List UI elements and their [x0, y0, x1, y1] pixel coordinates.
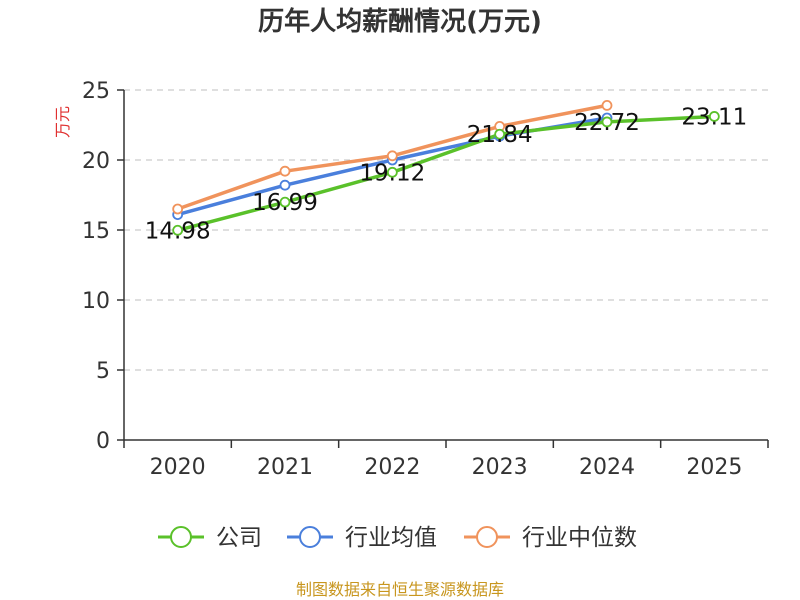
- data-label: 19.12: [359, 160, 425, 186]
- data-point: [279, 165, 291, 177]
- x-tick-label: 2021: [257, 455, 313, 480]
- x-tick-label: 2025: [686, 455, 742, 480]
- x-tick-label: 2024: [579, 455, 635, 480]
- legend-item[interactable]: 行业均值: [287, 525, 437, 551]
- y-axis-label: 万元: [53, 106, 72, 138]
- data-labels: 14.98 16.99 19.12 21.84 22.72 23.11: [145, 104, 748, 244]
- y-tick-label: 20: [82, 149, 110, 174]
- data-point: [601, 116, 613, 128]
- data-label: 23.11: [681, 104, 747, 130]
- data-point: [386, 150, 398, 162]
- y-tick-label: 5: [96, 359, 110, 384]
- data-label: 22.72: [574, 110, 640, 136]
- x-tick-label: 2020: [150, 455, 206, 480]
- x-tick-label: 2023: [472, 455, 528, 480]
- y-tick-label: 0: [96, 429, 110, 454]
- data-label: 16.99: [252, 190, 318, 216]
- data-label: 21.84: [467, 122, 533, 148]
- legend-label: 行业中位数: [522, 525, 637, 551]
- x-tick-labels: 2020 2021 2022 2023 2024 2025: [150, 455, 743, 480]
- data-point: [386, 166, 398, 178]
- y-tick-label: 10: [82, 289, 110, 314]
- legend[interactable]: 公司 行业均值 行业中位数: [158, 525, 637, 551]
- chart-title: 历年人均薪酬情况(万元): [258, 6, 542, 37]
- data-point: [601, 100, 613, 111]
- legend-label: 行业均值: [345, 525, 437, 551]
- data-label: 14.98: [145, 218, 211, 244]
- y-tick-label: 25: [82, 79, 110, 104]
- data-point: [279, 196, 291, 208]
- data-point: [172, 203, 184, 215]
- legend-item[interactable]: 公司: [158, 525, 262, 551]
- x-tick-label: 2022: [364, 455, 420, 480]
- source-note: 制图数据来自恒生聚源数据库: [296, 580, 504, 599]
- series-points: [172, 100, 720, 236]
- data-point: [708, 111, 720, 122]
- data-point: [494, 128, 506, 140]
- legend-swatch-circle: [476, 526, 498, 548]
- data-point: [172, 224, 184, 236]
- y-tick-labels: 0 5 10 15 20 25: [82, 79, 110, 454]
- data-point: [279, 179, 291, 191]
- axes: [117, 89, 769, 448]
- series-line: [177, 114, 715, 232]
- grid-lines: [124, 89, 768, 371]
- legend-swatch-circle: [170, 526, 192, 548]
- y-tick-label: 15: [82, 219, 110, 244]
- legend-swatch-circle: [299, 526, 321, 548]
- legend-label: 公司: [216, 525, 262, 551]
- legend-item[interactable]: 行业中位数: [464, 525, 637, 551]
